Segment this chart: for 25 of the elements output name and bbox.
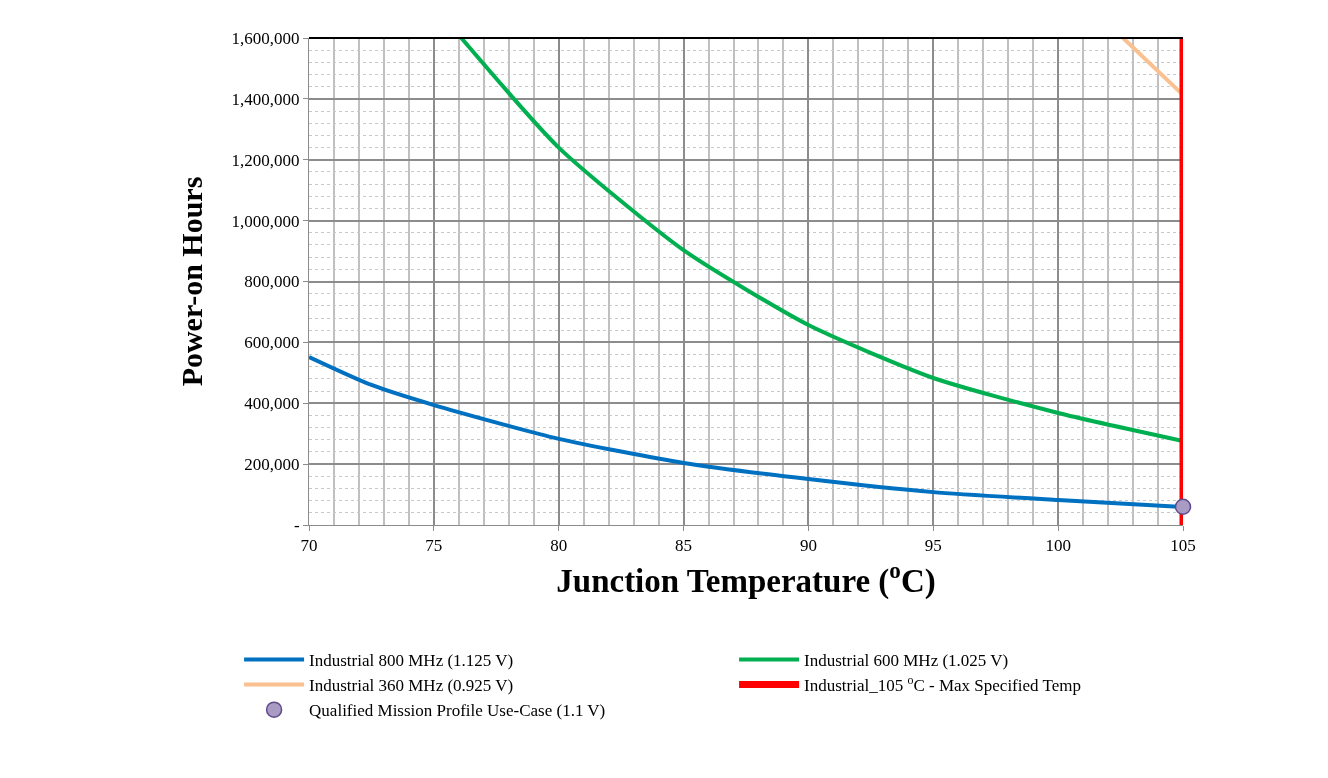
line-series [459,38,1183,443]
legend-label: Industrial 600 MHz (1.025 V) [804,651,1009,671]
y-tick-label: 800,000 [244,272,300,292]
x-tick-label: 95 [924,536,942,556]
x-tick-label: 90 [799,536,817,556]
y-tick-label: 1,000,000 [231,211,300,231]
y-tick-label: - [293,515,300,535]
x-tick-label: 75 [425,536,443,556]
x-tick-label: 85 [675,536,693,556]
legend-label: Industrial 800 MHz (1.125 V) [309,651,514,671]
y-tick-label: 1,200,000 [231,150,300,170]
legend-label: Qualified Mission Profile Use-Case (1.1 V) [309,701,606,721]
y-tick-label: 400,000 [244,394,300,414]
y-tick-label: 1,600,000 [231,28,300,48]
y-tick-label: 1,400,000 [231,89,300,109]
x-tick-label: 70 [300,536,318,556]
x-tick-label: 80 [550,536,568,556]
y-tick-label: 600,000 [244,333,300,353]
legend-label: Industrial_105 $^{o}$C - Max Specified Temp [804,673,1081,696]
legend-label: Industrial 360 MHz (0.925 V) [309,676,514,696]
y-axis-title: Power-on Hours [174,176,208,387]
y-tick-label: 200,000 [244,455,300,475]
x-axis-title: Junction Temperature ($^{o}$C) [556,557,936,600]
x-tick-label: 105 [1170,536,1196,556]
x-tick-label: 100 [1045,536,1071,556]
